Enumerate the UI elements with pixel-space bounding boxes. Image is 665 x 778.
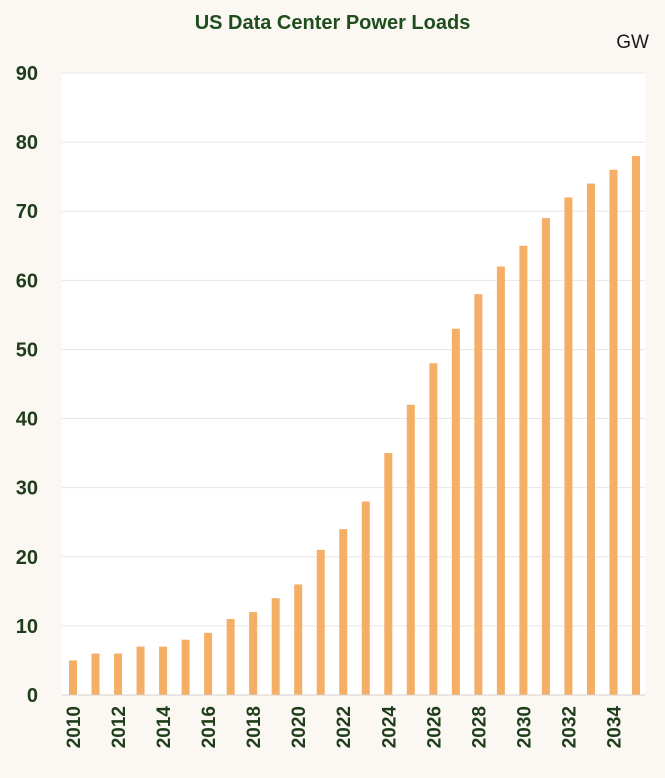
y-tick-label: 10	[16, 616, 38, 638]
bar-2033	[586, 183, 595, 696]
bar-2021	[316, 549, 325, 695]
unit-label: GW	[616, 32, 649, 53]
bar-2015	[181, 639, 190, 695]
x-tick-label: 2018	[244, 706, 265, 748]
bar-2022	[339, 529, 348, 695]
bar-2030	[519, 245, 528, 695]
bar-2024	[384, 453, 393, 695]
bar-2023	[361, 501, 370, 695]
bar-2017	[226, 618, 235, 695]
bar-2027	[451, 328, 460, 695]
x-tick-label: 2010	[64, 706, 85, 748]
y-tick-label: 60	[16, 270, 38, 292]
y-tick-label: 30	[16, 478, 38, 500]
bar-2014	[159, 646, 168, 695]
bar-2034	[609, 169, 618, 695]
bar-2029	[496, 266, 505, 695]
y-tick-label: 40	[16, 409, 38, 431]
bar-2032	[564, 197, 573, 695]
y-tick-label: 50	[16, 339, 38, 361]
y-tick-label: 90	[16, 63, 38, 85]
x-tick-label: 2022	[334, 706, 355, 748]
bar-2011	[91, 653, 100, 695]
x-tick-label: 2016	[199, 706, 220, 748]
x-tick-label: 2026	[424, 706, 445, 748]
y-tick-label: 20	[16, 547, 38, 569]
y-tick-label: 80	[16, 132, 38, 154]
y-tick-label: 0	[27, 685, 38, 707]
bar-2019	[271, 598, 280, 695]
x-tick-label: 2024	[379, 706, 400, 749]
bar-2012	[114, 653, 123, 695]
x-tick-label: 2034	[604, 706, 625, 749]
bar-2028	[474, 294, 483, 695]
bar-2026	[429, 363, 438, 695]
x-tick-label: 2028	[469, 706, 490, 748]
x-tick-label: 2030	[514, 706, 535, 748]
chart-title: US Data Center Power Loads	[194, 12, 471, 34]
y-tick-label: 70	[16, 201, 38, 223]
bar-2013	[136, 646, 145, 695]
x-tick-label: 2012	[109, 706, 130, 748]
x-tick-label: 2014	[154, 706, 175, 749]
x-tick-label: 2020	[289, 706, 310, 748]
bar-2020	[294, 584, 303, 695]
bar-2018	[249, 612, 258, 695]
plot-area	[62, 73, 645, 695]
x-tick-label: 2032	[559, 706, 580, 748]
bar-2010	[69, 660, 77, 695]
bar-2016	[204, 632, 213, 695]
bar-2031	[541, 218, 550, 695]
bar-2035	[632, 155, 640, 695]
bar-2025	[406, 404, 415, 695]
